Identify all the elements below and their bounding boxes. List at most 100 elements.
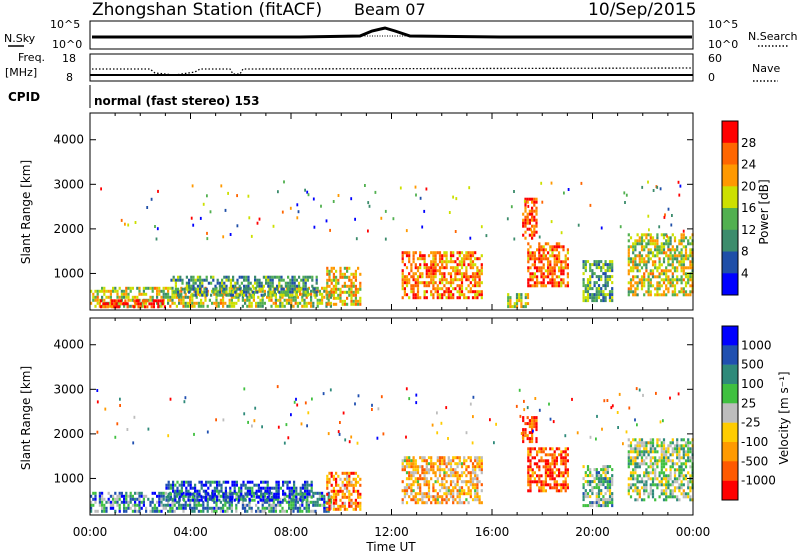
power-echo-cell bbox=[288, 301, 291, 305]
power-echo-cell bbox=[551, 284, 554, 288]
velocity-echo-cell bbox=[176, 486, 179, 490]
velocity-echo-cell bbox=[332, 498, 335, 502]
power-echo-cell bbox=[212, 290, 215, 294]
power-echo-cell bbox=[667, 263, 670, 267]
power-echo-cell bbox=[660, 293, 663, 297]
power-colorbar-tick-label: 24 bbox=[741, 158, 756, 172]
power-echo-cell bbox=[524, 206, 527, 210]
power-echo-cell bbox=[671, 248, 674, 252]
velocity-echo-cell bbox=[604, 498, 607, 502]
power-echo-cell bbox=[643, 239, 646, 243]
power-scatter-echo bbox=[374, 190, 377, 194]
power-echo-cell bbox=[542, 245, 545, 249]
power-echo-cell bbox=[449, 275, 453, 279]
power-echo-cell bbox=[325, 286, 328, 290]
power-echo-cell bbox=[432, 281, 435, 285]
power-echo-cell bbox=[438, 257, 442, 261]
velocity-echo-cell bbox=[680, 492, 683, 496]
velocity-echo-cell bbox=[665, 495, 668, 499]
velocity-echo-cell bbox=[611, 483, 614, 487]
velocity-echo-cell bbox=[460, 474, 464, 478]
velocity-scatter-echo bbox=[377, 407, 380, 411]
velocity-echo-cell bbox=[643, 441, 646, 445]
velocity-echo-cell bbox=[611, 477, 614, 481]
power-echo-cell bbox=[582, 299, 585, 303]
power-echo-cell bbox=[98, 298, 101, 302]
power-echo-cell bbox=[332, 272, 335, 276]
power-echo-cell bbox=[555, 257, 558, 261]
velocity-echo-cell bbox=[533, 425, 536, 429]
power-echo-cell bbox=[323, 286, 326, 290]
power-scatter-echo bbox=[670, 223, 673, 227]
velocity-echo-cell bbox=[175, 500, 178, 504]
power-echo-cell bbox=[562, 245, 565, 249]
velocity-echo-cell bbox=[597, 477, 601, 481]
velocity-echo-cell bbox=[270, 509, 273, 513]
power-echo-cell bbox=[474, 278, 477, 282]
power-echo-cell bbox=[138, 286, 141, 290]
power-echo-cell bbox=[469, 287, 472, 291]
velocity-echo-cell bbox=[538, 474, 541, 478]
velocity-echo-cell bbox=[252, 491, 255, 495]
velocity-echo-cell bbox=[643, 444, 646, 448]
power-echo-cell bbox=[645, 242, 648, 246]
velocity-echo-cell bbox=[687, 495, 690, 499]
power-echo-cell bbox=[593, 296, 596, 300]
power-scatter-echo bbox=[236, 194, 238, 198]
velocity-echo-cell bbox=[606, 468, 609, 472]
power-echo-cell bbox=[193, 289, 196, 293]
power-scatter-echo bbox=[155, 237, 158, 241]
velocity-echo-cell bbox=[549, 486, 552, 490]
power-echo-cell bbox=[656, 269, 659, 273]
velocity-echo-cell bbox=[346, 471, 349, 475]
power-echo-cell bbox=[595, 299, 598, 303]
velocity-echo-cell bbox=[299, 495, 302, 499]
power-echo-cell bbox=[245, 275, 248, 279]
power-echo-cell bbox=[634, 275, 637, 279]
velocity-echo-cell bbox=[606, 489, 609, 493]
velocity-echo-cell bbox=[632, 450, 635, 454]
velocity-echo-cell bbox=[533, 477, 536, 481]
power-echo-cell bbox=[348, 293, 351, 297]
power-echo-cell bbox=[283, 298, 286, 302]
velocity-echo-cell bbox=[257, 486, 260, 490]
power-echo-cell bbox=[211, 289, 214, 293]
power-echo-cell bbox=[303, 298, 306, 302]
velocity-echo-cell bbox=[676, 453, 679, 457]
power-echo-cell bbox=[447, 281, 450, 285]
power-echo-cell bbox=[658, 287, 661, 291]
power-echo-cell bbox=[423, 260, 426, 264]
velocity-echo-cell bbox=[656, 438, 659, 442]
power-echo-cell bbox=[449, 296, 453, 300]
velocity-echo-cell bbox=[343, 492, 346, 496]
power-echo-cell bbox=[315, 281, 318, 285]
velocity-echo-cell bbox=[634, 444, 637, 448]
power-echo-cell bbox=[119, 302, 123, 306]
power-echo-cell bbox=[551, 272, 554, 276]
velocity-echo-cell bbox=[131, 494, 134, 498]
power-echo-cell bbox=[524, 209, 527, 213]
power-echo-cell bbox=[214, 284, 217, 288]
power-echo-cell bbox=[542, 257, 545, 261]
power-echo-cell bbox=[551, 245, 554, 249]
power-echo-cell bbox=[178, 295, 181, 299]
power-echo-cell bbox=[423, 296, 426, 300]
power-echo-cell bbox=[684, 281, 688, 285]
power-echo-cell bbox=[405, 293, 409, 297]
power-ytick-label: 3000 bbox=[53, 177, 84, 191]
velocity-echo-cell bbox=[627, 486, 630, 490]
power-echo-cell bbox=[410, 284, 413, 288]
power-echo-cell bbox=[533, 224, 536, 228]
power-echo-cell bbox=[321, 292, 324, 296]
velocity-echo-cell bbox=[438, 468, 442, 472]
power-echo-cell bbox=[423, 254, 426, 258]
power-echo-cell bbox=[553, 245, 556, 249]
power-echo-cell bbox=[542, 272, 545, 276]
velocity-echo-cell bbox=[235, 497, 238, 501]
velocity-echo-cell bbox=[469, 480, 472, 484]
velocity-echo-cell bbox=[527, 477, 530, 481]
power-echo-cell bbox=[656, 254, 659, 258]
velocity-echo-cell bbox=[350, 471, 353, 475]
power-scatter-echo bbox=[332, 200, 335, 203]
power-echo-cell bbox=[149, 298, 152, 302]
